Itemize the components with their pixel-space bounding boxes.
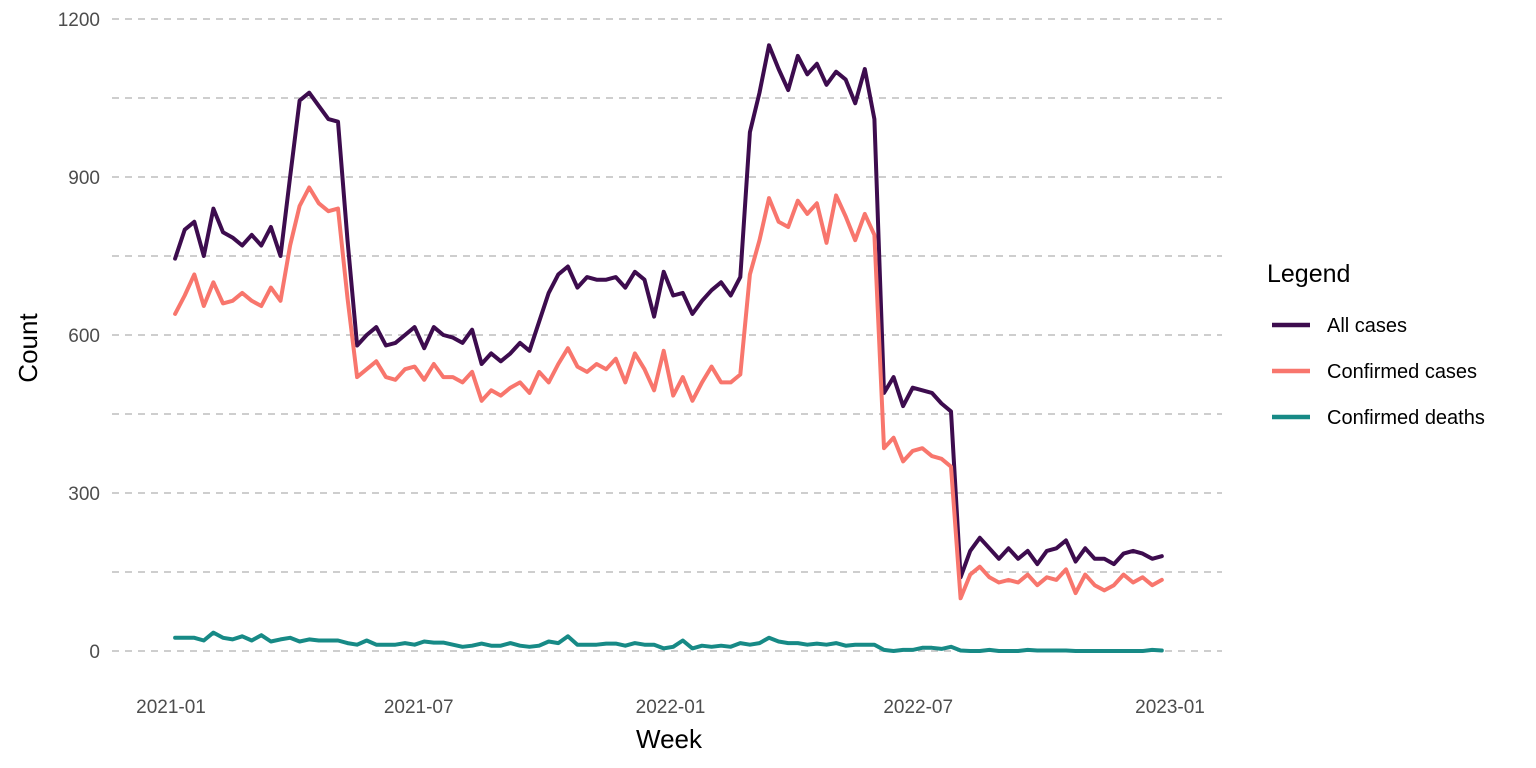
legend-label: Confirmed cases [1327,361,1477,383]
x-axis-ticks: 2021-01 2021-07 2022-01 2022-07 2023-01 [136,697,1205,718]
legend-label: Confirmed deaths [1327,407,1485,429]
legend-entries: All cases Confirmed cases Confirmed deaths [1272,315,1485,429]
x-tick-label: 2021-01 [136,697,206,718]
y-tick-label: 600 [68,326,100,347]
series-lines [173,43,1164,653]
x-tick-label: 2022-07 [883,697,953,718]
y-tick-label: 1200 [58,10,100,31]
legend-title: Legend [1267,260,1350,288]
series-line-confirmed-deaths [173,630,1164,653]
series-line-all-cases [173,43,1164,580]
y-tick-label: 900 [68,168,100,189]
y-tick-label: 300 [68,484,100,505]
x-axis-title: Week [636,724,703,754]
x-tick-label: 2023-01 [1135,697,1205,718]
y-tick-label: 0 [89,642,100,663]
y-axis-title: Count [13,313,43,383]
legend: Legend All cases Confirmed cases Confirmed… [1267,260,1485,429]
legend-label: All cases [1327,315,1407,337]
x-tick-label: 2022-01 [636,697,706,718]
series-line-confirmed-cases [173,185,1164,601]
y-axis-ticks: 0 300 600 900 1200 [58,10,100,663]
gridlines [112,18,1222,652]
x-tick-label: 2021-07 [384,697,454,718]
